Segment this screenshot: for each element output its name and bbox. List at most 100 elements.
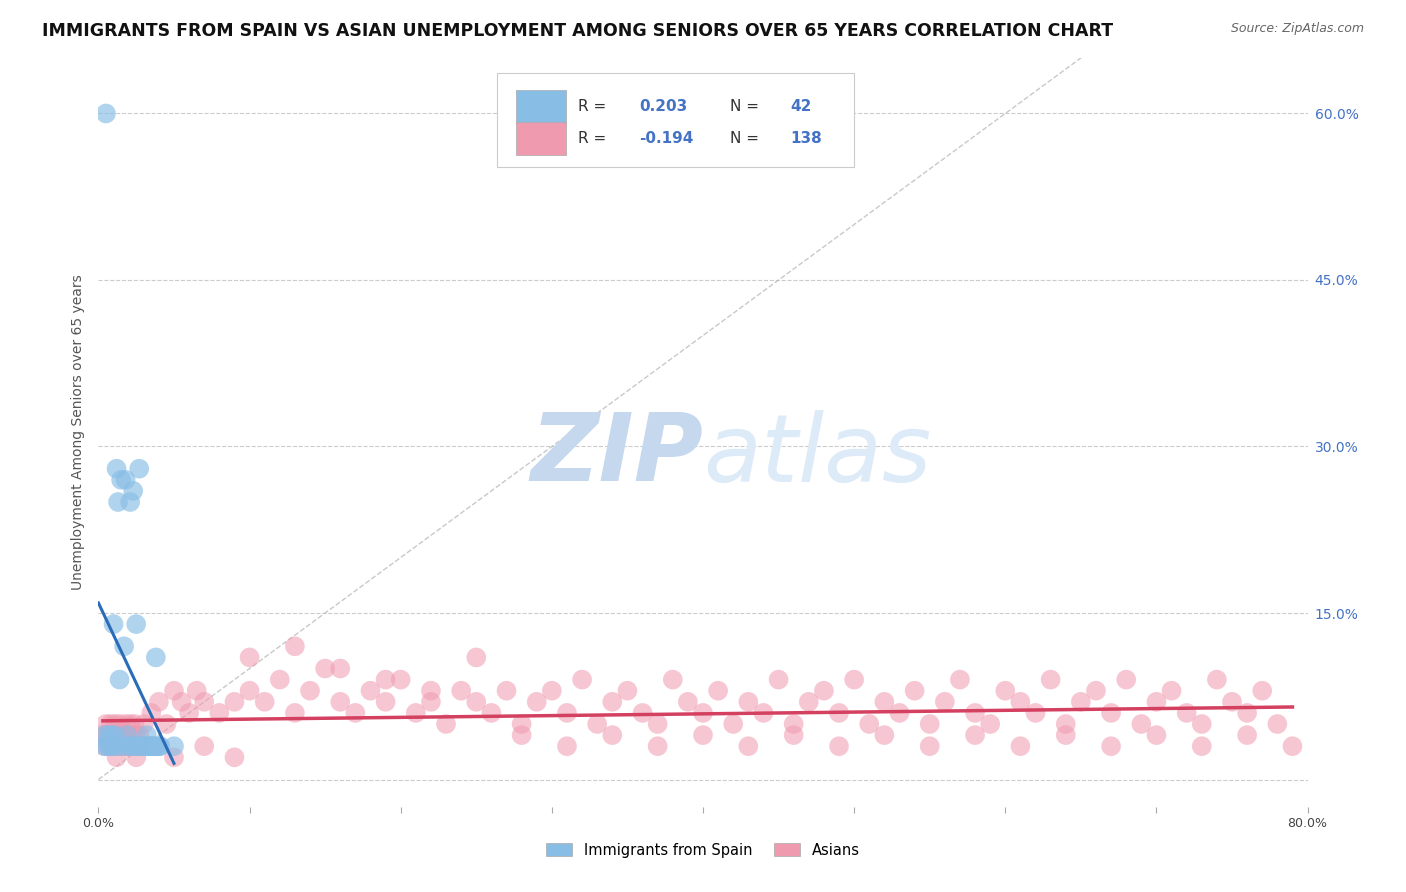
Point <box>1054 728 1077 742</box>
Point <box>723 717 745 731</box>
Point <box>647 717 669 731</box>
Legend: Immigrants from Spain, Asians: Immigrants from Spain, Asians <box>540 837 866 863</box>
Point <box>115 728 138 742</box>
Text: R =: R = <box>578 131 612 146</box>
Point <box>1175 706 1198 720</box>
Point <box>1039 673 1062 687</box>
Point <box>114 717 136 731</box>
Point <box>510 717 533 731</box>
Point <box>107 495 129 509</box>
Point <box>136 739 159 754</box>
Point <box>139 739 162 754</box>
Point <box>873 695 896 709</box>
Point <box>104 728 127 742</box>
Point <box>405 706 427 720</box>
Point <box>239 683 262 698</box>
Point <box>602 695 624 709</box>
Point <box>186 683 208 698</box>
Point <box>707 683 730 698</box>
Point <box>374 673 396 687</box>
Point <box>105 739 128 754</box>
Point <box>114 473 136 487</box>
Point <box>100 739 122 754</box>
Point <box>329 695 352 709</box>
Point <box>127 739 149 754</box>
Point <box>965 728 987 742</box>
Point <box>450 683 472 698</box>
Point <box>142 739 165 754</box>
FancyBboxPatch shape <box>516 122 567 155</box>
Point <box>783 728 806 742</box>
Point <box>98 739 121 754</box>
Point <box>124 739 146 754</box>
Text: 0.203: 0.203 <box>638 99 688 114</box>
Point <box>208 706 231 720</box>
Point <box>96 739 118 754</box>
Point <box>120 495 142 509</box>
Point <box>314 661 336 675</box>
Point <box>193 695 215 709</box>
Point <box>134 739 156 754</box>
Point <box>1070 695 1092 709</box>
Point <box>1191 739 1213 754</box>
Point <box>1206 673 1229 687</box>
Point <box>108 717 131 731</box>
Point <box>904 683 927 698</box>
Point <box>389 673 412 687</box>
Point <box>239 650 262 665</box>
Point <box>108 673 131 687</box>
Point <box>1085 683 1108 698</box>
FancyBboxPatch shape <box>498 73 855 167</box>
Point <box>783 717 806 731</box>
Text: IMMIGRANTS FROM SPAIN VS ASIAN UNEMPLOYMENT AMONG SENIORS OVER 65 YEARS CORRELAT: IMMIGRANTS FROM SPAIN VS ASIAN UNEMPLOYM… <box>42 22 1114 40</box>
Point <box>120 717 142 731</box>
Point <box>107 739 129 754</box>
Point <box>602 728 624 742</box>
Point <box>121 728 143 742</box>
Point <box>93 739 115 754</box>
Point <box>146 739 169 754</box>
Point <box>111 739 134 754</box>
Point <box>125 750 148 764</box>
Point <box>1236 728 1258 742</box>
Point <box>111 728 134 742</box>
Point <box>141 739 163 754</box>
Point <box>121 739 143 754</box>
Text: atlas: atlas <box>703 409 931 500</box>
Point <box>1115 673 1137 687</box>
Point <box>141 706 163 720</box>
Point <box>91 728 114 742</box>
Point <box>526 695 548 709</box>
Point <box>148 695 170 709</box>
Point <box>155 717 177 731</box>
Point <box>965 706 987 720</box>
Text: -0.194: -0.194 <box>638 131 693 146</box>
Point <box>224 695 246 709</box>
Point <box>1054 717 1077 731</box>
Point <box>979 717 1001 731</box>
Point <box>129 739 152 754</box>
Point <box>284 706 307 720</box>
Point <box>110 739 132 754</box>
Point <box>98 728 121 742</box>
Point <box>105 461 128 475</box>
Point <box>344 706 367 720</box>
Point <box>128 728 150 742</box>
Point <box>360 683 382 698</box>
Point <box>647 739 669 754</box>
Point <box>104 717 127 731</box>
FancyBboxPatch shape <box>516 90 567 123</box>
Point <box>692 706 714 720</box>
Point <box>1267 717 1289 731</box>
Point <box>100 717 122 731</box>
Point <box>1191 717 1213 731</box>
Point <box>132 717 155 731</box>
Point <box>1099 706 1122 720</box>
Point <box>284 640 307 654</box>
Point <box>1024 706 1046 720</box>
Point <box>661 673 683 687</box>
Point <box>115 728 138 742</box>
Point <box>101 728 124 742</box>
Point <box>148 739 170 754</box>
Point <box>752 706 775 720</box>
